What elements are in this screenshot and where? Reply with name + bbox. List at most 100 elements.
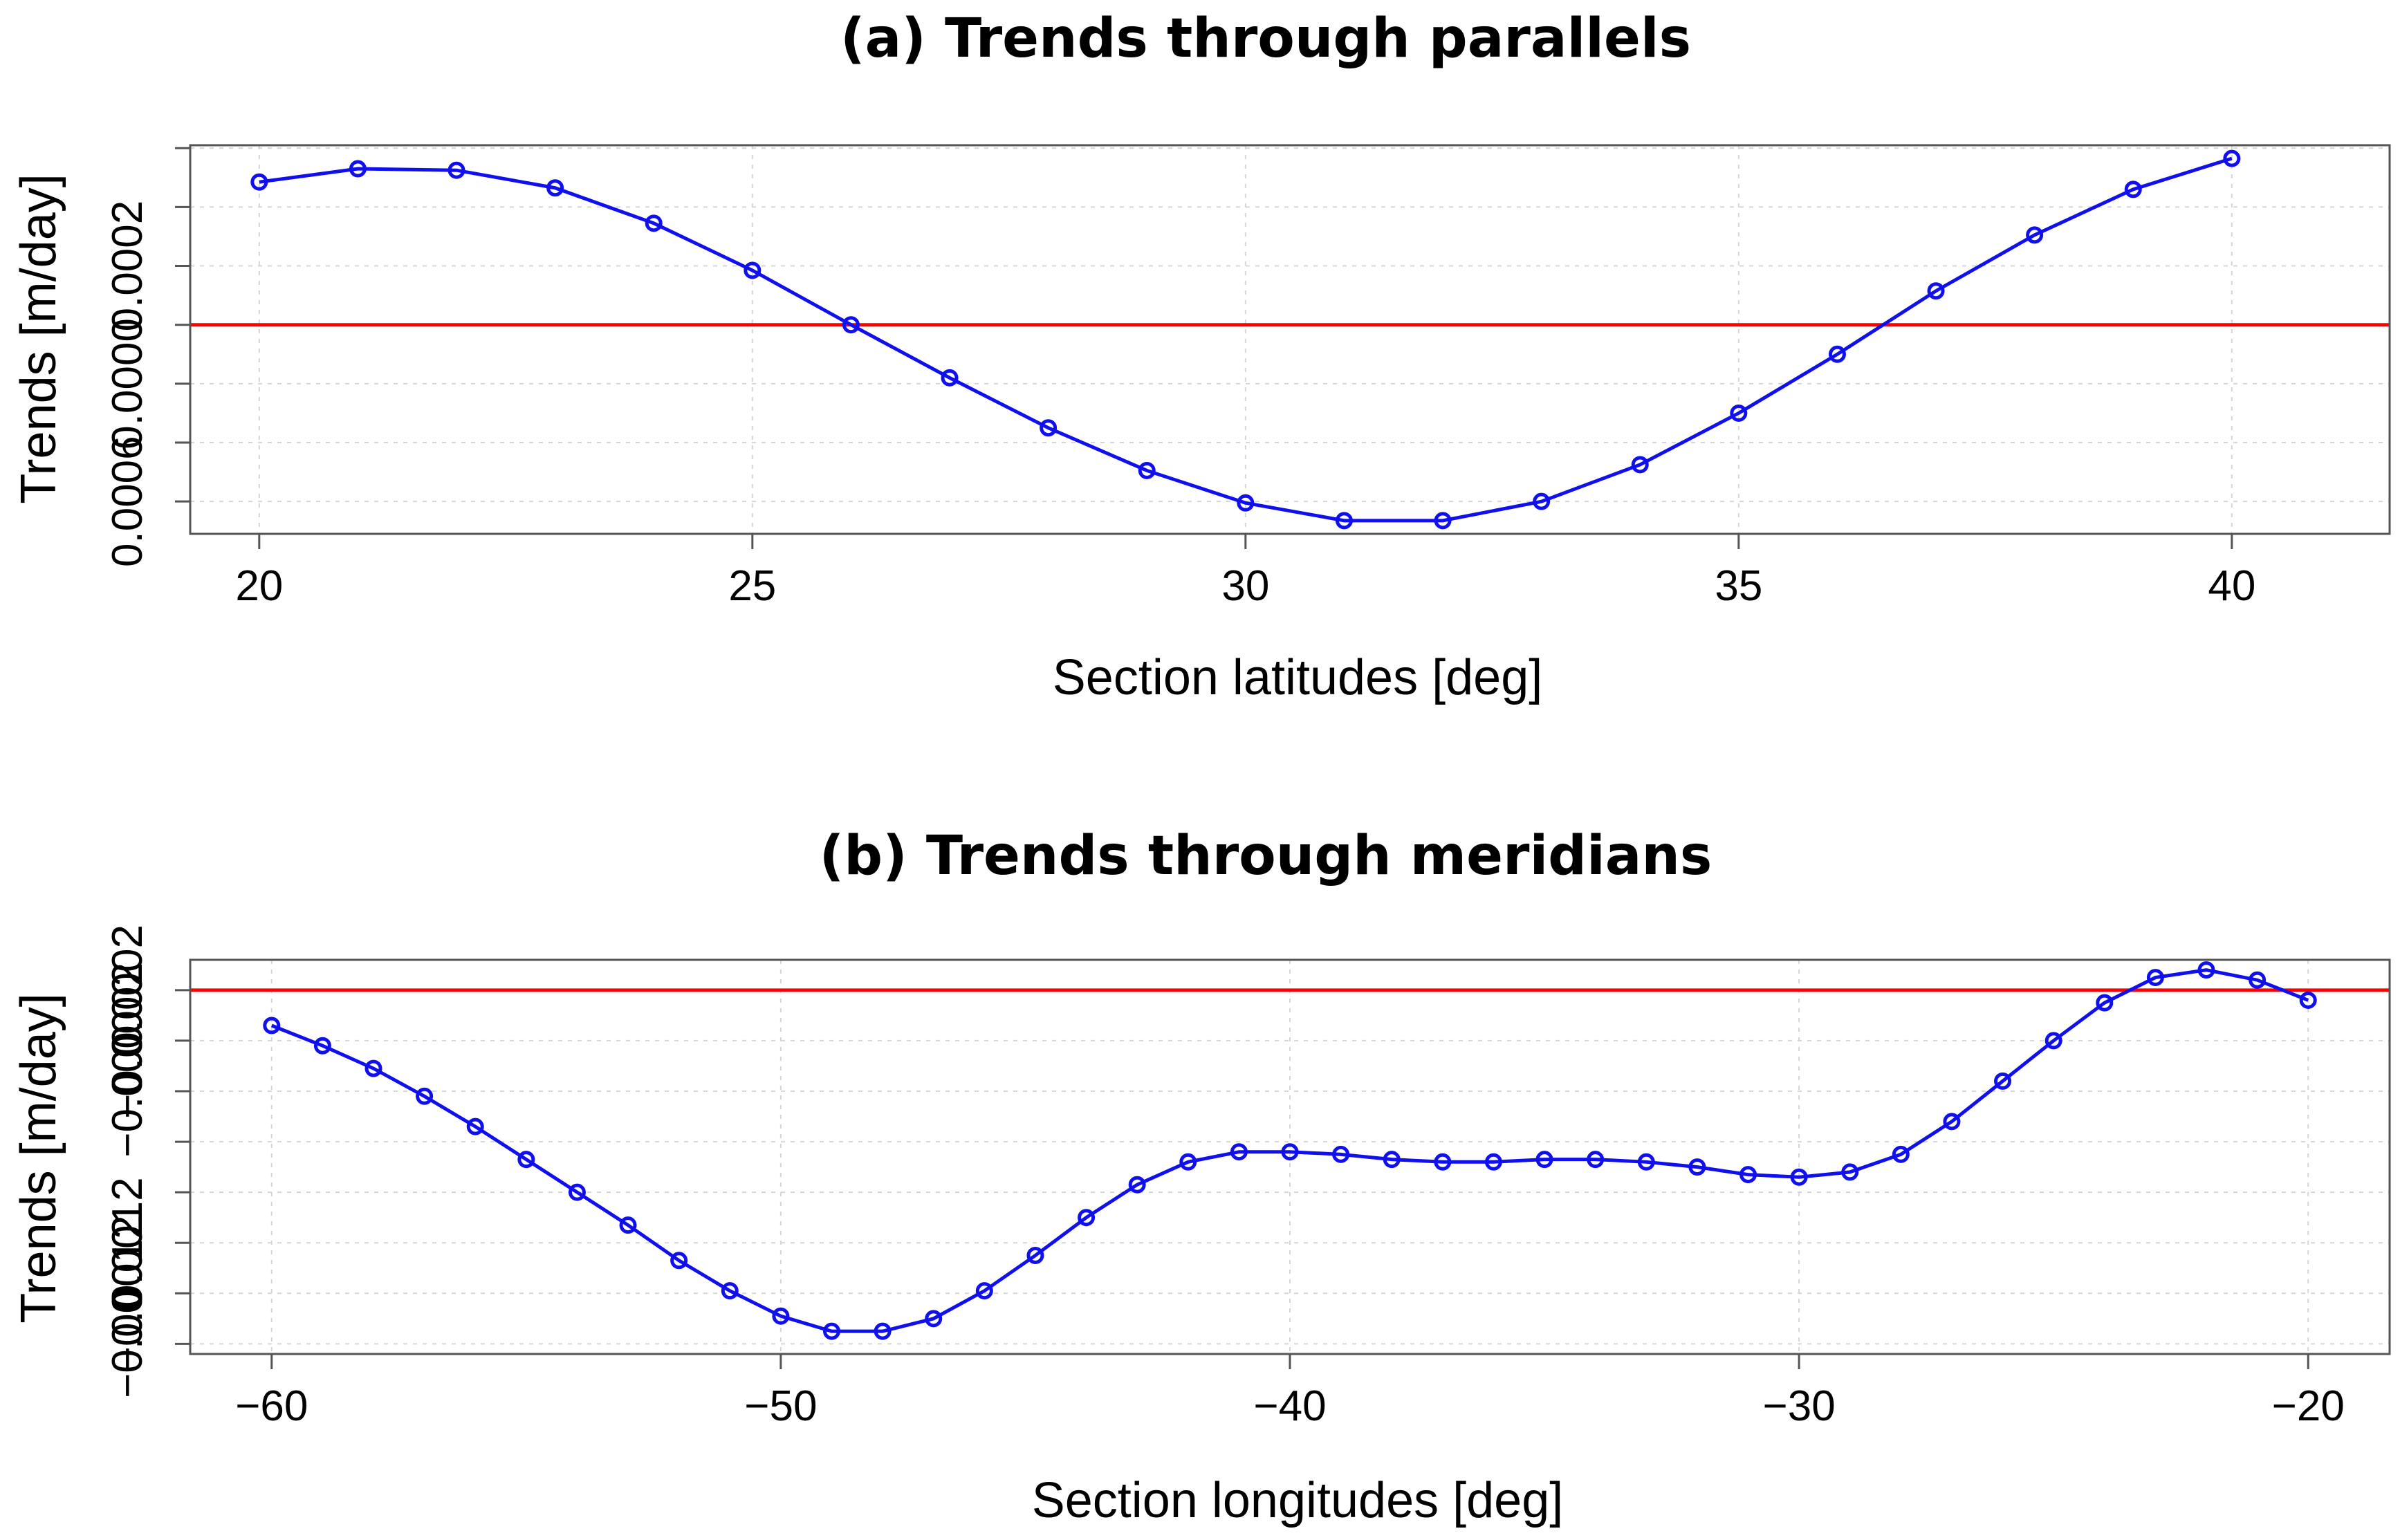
panel-b-data-point (1281, 1143, 1299, 1161)
panel-a-data-point (645, 214, 663, 232)
panel-a-data-point (1828, 345, 1846, 363)
panel-b-data-point (313, 1037, 331, 1055)
panel-b-data-point (1587, 1151, 1605, 1169)
panel-a-x-tick-label: 20 (235, 562, 283, 610)
panel-b-data-point (1943, 1113, 1961, 1131)
panel-b-data-point (1637, 1153, 1655, 1171)
panel-b-x-tick-label: −30 (1763, 1382, 1836, 1430)
panel-b-y-tick-label: −0.000 (104, 1025, 151, 1157)
panel-b-data-point (721, 1282, 739, 1300)
panel-a-data-point (2124, 180, 2142, 198)
panel-a-grid (190, 145, 2390, 534)
panel-b-data-point (1790, 1168, 1808, 1186)
panel-b-y-axis: 0.0002−0.0002−0.000 0.0012−0.0012−0.00 (104, 925, 190, 1398)
panel-a-data-point (1040, 419, 1058, 437)
panel-a-plot-frame (189, 144, 2391, 535)
panel-a-y-tick-label: 0.0000 (104, 318, 151, 449)
panel-b-data-point (2096, 994, 2114, 1012)
panel-b-data-point (2044, 1032, 2062, 1050)
panel-a-series-line (259, 156, 2233, 523)
panel-b-data-point (1434, 1153, 1452, 1171)
panel-a-x-axis-label: Section latitudes [deg] (1053, 650, 1542, 705)
panel-a-x-tick-label: 35 (1715, 562, 1762, 610)
panel-a-x-axis: 20 25 30 35 40 (235, 534, 2255, 610)
panel-a-data-point (1730, 404, 1748, 422)
panel-b-x-tick-label: −20 (2272, 1382, 2345, 1430)
panel-a-data-point (349, 160, 367, 178)
panel-a-x-tick-label: 40 (2208, 562, 2255, 610)
panel-a-title: (a) Trends through parallels (840, 8, 1691, 70)
panel-a-y-tick-label: 0.0002 (104, 201, 151, 332)
panel-b-y-tick-label: 0.0012 (104, 1177, 151, 1308)
panel-b-data-point (1332, 1145, 1350, 1163)
panel-b-data-point (2299, 991, 2317, 1009)
panel-a-data-point (842, 316, 860, 334)
panel-b-data-point (1078, 1209, 1096, 1227)
panel-a-y-tick-label: 0.0006 (104, 436, 151, 567)
panel-a-data-point (546, 179, 564, 197)
panel-b-data-point (2249, 971, 2267, 989)
panel-b-points (263, 961, 2317, 1340)
panel-a-data-point (1237, 494, 1255, 512)
panel-a-data-point (250, 173, 268, 191)
panel-b-y-tick-label: −0.0012 (104, 1215, 151, 1371)
panel-a-points (250, 149, 2241, 530)
panel-a-data-point (941, 369, 959, 387)
panel-b-data-point (517, 1151, 535, 1169)
panel-b-title: (b) Trends through meridians (820, 825, 1713, 887)
panel-b-y-tick-label: 0.0002 (104, 925, 151, 1056)
panel-a-x-tick-label: 30 (1221, 562, 1269, 610)
panel-b-data-point (874, 1322, 892, 1340)
panel-b-data-point (263, 1017, 281, 1035)
panel-a-chart: (a) Trends through parallels 20 25 30 35 40 … (11, 8, 2391, 705)
panel-b-data-point (364, 1059, 382, 1077)
panel-b-chart: (b) Trends through meridians −60 −50 −40 −3… (11, 825, 2391, 1528)
panel-b-data-point (1739, 1166, 1757, 1184)
panel-b-x-tick-label: −50 (744, 1382, 817, 1430)
panel-b-y-tick-label: −0.0002 (104, 963, 151, 1119)
panel-a-x-tick-label: 25 (728, 562, 776, 610)
panel-b-data-point (1383, 1151, 1401, 1169)
panel-b-data-point (1484, 1153, 1502, 1171)
panel-b-data-point (416, 1087, 434, 1105)
panel-b-data-point (823, 1322, 840, 1340)
panel-a-data-point (1335, 512, 1353, 530)
panel-a-data-point (1533, 492, 1551, 510)
panel-b-x-axis: −60 −50 −40 −30 −20 (235, 1354, 2345, 1430)
panel-a-data-point (1434, 512, 1452, 530)
panel-a-data-point (2026, 226, 2044, 244)
panel-b-data-point (568, 1183, 586, 1201)
panel-b-data-point (1841, 1163, 1859, 1181)
panel-b-data-point (1179, 1153, 1197, 1171)
panel-b-data-point (1535, 1151, 1553, 1169)
panel-b-data-point (466, 1117, 484, 1135)
panel-b-x-tick-label: −60 (235, 1382, 308, 1430)
panel-b-data-point (1688, 1158, 1706, 1176)
panel-a-data-point (1631, 456, 1649, 474)
panel-b-data-point (1892, 1145, 1910, 1163)
panel-b-data-point (772, 1307, 790, 1325)
panel-a-data-point (1138, 461, 1156, 479)
panel-b-data-point (1128, 1176, 1146, 1194)
panel-b-data-point (2146, 969, 2164, 987)
panel-b-x-axis-label: Section longitudes [deg] (1032, 1473, 1564, 1528)
panel-b-data-point (2197, 961, 2215, 979)
panel-b-data-point (1026, 1247, 1044, 1264)
panel-b-data-point (975, 1282, 993, 1300)
panel-b-y-axis-label: Trends [m/day] (11, 993, 66, 1324)
panel-a-data-point (2223, 149, 2241, 167)
panel-b-series-line (270, 968, 2309, 1333)
panel-b-data-point (619, 1216, 637, 1234)
panel-b-data-point (1994, 1072, 2012, 1090)
panel-b-x-tick-label: −40 (1253, 1382, 1326, 1430)
panel-a-data-point (744, 261, 761, 279)
panel-b-y-tick-label: −0.00 (104, 1290, 151, 1398)
panel-a-data-point (447, 161, 465, 179)
panel-b-data-point (670, 1252, 688, 1270)
panel-a-data-point (1927, 282, 1945, 300)
panel-b-data-point (925, 1310, 943, 1328)
panel-a-y-axis-label: Trends [m/day] (11, 174, 66, 504)
panel-b-data-point (1230, 1143, 1248, 1161)
